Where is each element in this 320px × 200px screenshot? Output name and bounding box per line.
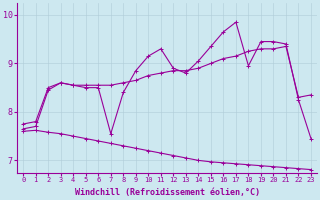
X-axis label: Windchill (Refroidissement éolien,°C): Windchill (Refroidissement éolien,°C) — [75, 188, 260, 197]
